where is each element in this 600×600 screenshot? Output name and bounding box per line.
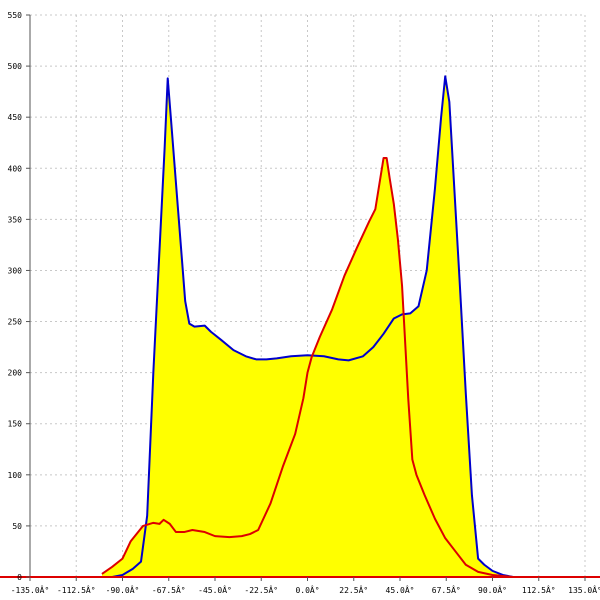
y-tick-label: 550 (8, 11, 23, 20)
y-tick-label: 400 (8, 164, 23, 173)
x-tick-label: -90.0Â° (106, 584, 140, 595)
y-axis-tick-labels: 0 50 100 150 200 250 300 350 400 450 500 550 (8, 11, 30, 582)
y-tick-label: 500 (8, 62, 23, 71)
series-area-1 (112, 76, 514, 577)
x-tick-label: 135.0Â° (568, 584, 600, 595)
series-line-2 (101, 157, 514, 578)
x-tick-label: 112.5Â° (522, 584, 556, 595)
x-tick-label: 0.0Â° (295, 584, 319, 595)
series-areas (101, 76, 514, 578)
y-tick-label: 200 (8, 369, 23, 378)
y-tick-label: 300 (8, 266, 23, 275)
x-tick-label: 67.5Â° (432, 584, 461, 595)
axes (0, 15, 600, 578)
y-tick-label: 350 (8, 215, 23, 224)
y-tick-label: 50 (12, 522, 22, 531)
series-area-2 (101, 158, 514, 578)
y-tick-label: 250 (8, 318, 23, 327)
x-tick-label: -67.5Â° (152, 584, 186, 595)
x-tick-label: -45.0Â° (198, 584, 232, 595)
y-tick-label: 0 (17, 573, 22, 582)
x-tick-label: -135.0Â° (11, 584, 50, 595)
x-tick-label: -112.5Â° (57, 584, 96, 595)
x-tick-label: -22.5Â° (244, 584, 278, 595)
x-tick-label: 45.0Â° (386, 584, 415, 595)
y-tick-label: 150 (8, 420, 23, 429)
series-line-1 (112, 75, 514, 578)
x-tick-label: 90.0Â° (478, 584, 507, 595)
y-tick-label: 450 (8, 113, 23, 122)
series-lines (101, 75, 514, 578)
y-tick-label: 100 (8, 471, 23, 480)
x-tick-label: 22.5Â° (339, 584, 368, 595)
x-axis-tick-labels: -135.0Â° -112.5Â° -90.0Â° -67.5Â° -45.0Â° -22… (11, 577, 600, 595)
